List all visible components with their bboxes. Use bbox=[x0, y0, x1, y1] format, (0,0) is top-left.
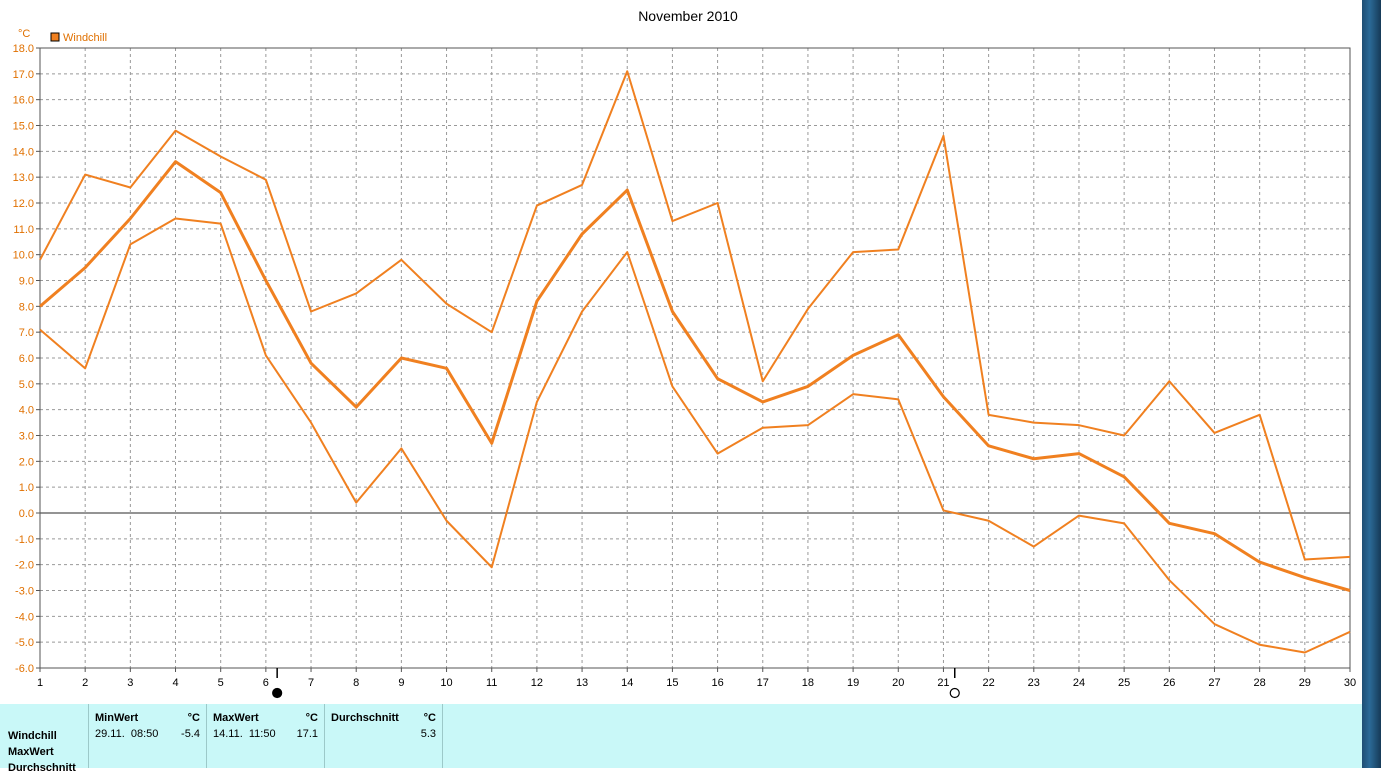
y-tick-label: 2.0 bbox=[19, 456, 34, 468]
y-tick-label: 17.0 bbox=[13, 69, 34, 81]
series-line-avg bbox=[39, 160, 1351, 592]
y-tick-label: 5.0 bbox=[19, 379, 34, 391]
avg-value: 5.3 bbox=[420, 728, 436, 740]
stats-col-max: MaxWert °C 14.11. 11:50 17.1 bbox=[206, 704, 324, 768]
x-tick-label: 26 bbox=[1163, 677, 1175, 689]
row-label-durchschnitt: Durchschnitt bbox=[8, 762, 76, 774]
series-line-min bbox=[39, 217, 1351, 654]
y-tick-label: 15.0 bbox=[13, 121, 34, 133]
y-tick-label: -3.0 bbox=[15, 586, 34, 598]
x-tick-label: 22 bbox=[982, 677, 994, 689]
y-tick-label: -4.0 bbox=[15, 611, 34, 623]
x-tick-label: 5 bbox=[218, 677, 224, 689]
max-value: 17.1 bbox=[296, 728, 318, 740]
max-unit: °C bbox=[305, 712, 318, 724]
y-tick-label: -1.0 bbox=[15, 534, 34, 546]
x-tick-label: 6 bbox=[263, 677, 269, 689]
new-moon-icon bbox=[272, 687, 283, 699]
max-header: MaxWert bbox=[213, 712, 259, 724]
x-tick-label: 24 bbox=[1073, 677, 1085, 689]
y-tick-label: -2.0 bbox=[15, 560, 34, 572]
x-tick-label: 27 bbox=[1208, 677, 1220, 689]
y-tick-label: 11.0 bbox=[13, 224, 34, 236]
y-tick-label: 4.0 bbox=[19, 405, 34, 417]
x-tick-label: 11 bbox=[486, 677, 497, 689]
y-tick-label: 13.0 bbox=[13, 172, 34, 184]
y-tick-label: -6.0 bbox=[15, 663, 34, 675]
chart-title: November 2010 bbox=[638, 8, 738, 24]
x-tick-label: 1 bbox=[37, 677, 43, 689]
x-tick-label: 16 bbox=[711, 677, 723, 689]
max-when: 14.11. 11:50 bbox=[213, 728, 276, 740]
x-tick-label: 17 bbox=[757, 677, 769, 689]
y-axis-unit: °C bbox=[18, 28, 30, 40]
x-tick-label: 25 bbox=[1118, 677, 1130, 689]
y-tick-label: 9.0 bbox=[19, 276, 34, 288]
y-tick-label: 10.0 bbox=[13, 250, 34, 262]
x-tick-label: 3 bbox=[127, 677, 133, 689]
y-tick-label: -5.0 bbox=[15, 637, 34, 649]
y-tick-label: 3.0 bbox=[19, 431, 34, 443]
min-unit: °C bbox=[187, 712, 200, 724]
avg-unit: °C bbox=[423, 712, 436, 724]
x-tick-label: 21 bbox=[937, 677, 949, 689]
window-edge bbox=[1362, 0, 1381, 768]
y-tick-label: 7.0 bbox=[19, 327, 34, 339]
legend-label: Windchill bbox=[63, 32, 107, 44]
x-tick-label: 13 bbox=[576, 677, 588, 689]
x-tick-label: 28 bbox=[1254, 677, 1266, 689]
y-tick-label: 18.0 bbox=[13, 43, 34, 55]
x-tick-label: 29 bbox=[1299, 677, 1311, 689]
x-tick-label: 14 bbox=[621, 677, 633, 689]
x-tick-label: 30 bbox=[1344, 677, 1356, 689]
stats-col-avg: Durchschnitt °C 5.3 bbox=[324, 704, 443, 768]
stats-row-labels: Windchill MaxWert Durchschnitt bbox=[8, 728, 76, 776]
x-tick-label: 20 bbox=[892, 677, 904, 689]
min-value: -5.4 bbox=[181, 728, 200, 740]
x-tick-label: 12 bbox=[531, 677, 543, 689]
y-tick-label: 0.0 bbox=[19, 508, 34, 520]
windchill-chart: November 2010 °C Windchill 18.017.016.01… bbox=[13, 8, 1356, 699]
stats-panel: Windchill MaxWert Durchschnitt MinWert °… bbox=[0, 704, 1362, 774]
y-tick-label: 14.0 bbox=[13, 146, 34, 158]
y-tick-label: 1.0 bbox=[19, 482, 34, 494]
x-tick-label: 9 bbox=[398, 677, 404, 689]
x-tick-label: 10 bbox=[440, 677, 452, 689]
x-tick-label: 8 bbox=[353, 677, 359, 689]
y-tick-label: 16.0 bbox=[13, 95, 34, 107]
x-tick-label: 2 bbox=[82, 677, 88, 689]
min-when: 29.11. 08:50 bbox=[95, 728, 159, 740]
x-tick-label: 18 bbox=[802, 677, 814, 689]
legend-swatch bbox=[50, 32, 60, 42]
x-tick-label: 19 bbox=[847, 677, 859, 689]
full-moon-icon bbox=[949, 687, 960, 699]
y-tick-label: 6.0 bbox=[19, 353, 34, 365]
row-label-windchill: Windchill bbox=[8, 730, 57, 742]
y-tick-label: 8.0 bbox=[19, 301, 34, 313]
y-tick-label: 12.0 bbox=[13, 198, 34, 210]
x-tick-label: 7 bbox=[308, 677, 314, 689]
row-label-maxwert: MaxWert bbox=[8, 746, 54, 758]
x-tick-label: 23 bbox=[1028, 677, 1040, 689]
avg-header: Durchschnitt bbox=[331, 712, 399, 724]
min-header: MinWert bbox=[95, 712, 139, 724]
x-tick-label: 4 bbox=[172, 677, 178, 689]
series-line-max bbox=[39, 70, 1351, 561]
stats-col-min: MinWert °C 29.11. 08:50 -5.4 bbox=[88, 704, 206, 768]
x-tick-label: 15 bbox=[666, 677, 678, 689]
